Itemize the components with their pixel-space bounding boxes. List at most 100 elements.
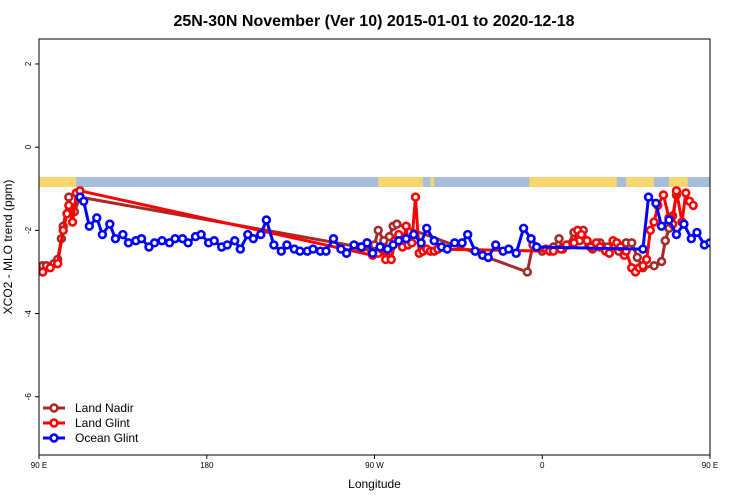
series-ocean-glint: [75, 192, 750, 263]
data-point: [386, 254, 396, 265]
land-band-segment: [430, 177, 435, 187]
data-point: [58, 225, 68, 236]
data-point: [526, 233, 536, 244]
y-axis-label: XCO2 - MLO trend (ppm): [1, 180, 15, 315]
legend-label: Ocean Glint: [75, 431, 139, 445]
data-point: [457, 238, 467, 248]
data-point: [349, 240, 359, 250]
data-point: [746, 235, 750, 242]
chart-title: 25N-30N November (Ver 10) 2015-01-01 to …: [173, 13, 574, 30]
y-tick-label: -6: [24, 393, 33, 401]
data-point: [720, 244, 727, 251]
series-layer: [39, 186, 750, 277]
y-tick-label: -4: [24, 309, 33, 317]
data-point: [656, 221, 667, 231]
data-point: [222, 240, 232, 250]
data-point: [490, 240, 501, 250]
data-point: [733, 237, 740, 244]
data-point: [638, 244, 648, 254]
data-point: [643, 192, 654, 202]
x-axis: 90 E 180 90 W 0 90 E: [31, 455, 718, 470]
data-point: [45, 263, 55, 273]
data-point: [725, 239, 732, 246]
data-point: [627, 238, 637, 248]
data-point: [39, 267, 48, 277]
data-point: [664, 215, 674, 225]
data-point: [282, 240, 292, 250]
data-point: [649, 261, 659, 271]
data-point: [692, 227, 702, 238]
data-point: [183, 238, 193, 248]
data-point: [658, 190, 669, 200]
land-band-segment: [626, 177, 655, 187]
data-point: [712, 237, 719, 244]
data-point: [401, 233, 411, 244]
legend-item: Land Nadir: [43, 401, 134, 415]
data-point: [149, 238, 160, 248]
data-point: [170, 233, 180, 244]
y-tick-label: 0: [24, 144, 33, 149]
data-point: [373, 225, 383, 236]
data-point: [416, 238, 426, 248]
data-point: [308, 244, 318, 254]
data-point: [660, 236, 670, 246]
data-point: [64, 192, 74, 202]
series-line: [41, 189, 695, 274]
y-tick-label: 2: [24, 61, 33, 66]
data-point: [97, 229, 108, 240]
data-point: [375, 242, 385, 252]
data-point: [92, 213, 102, 223]
data-point: [651, 198, 661, 209]
data-point: [136, 233, 147, 244]
land-band-segment: [39, 177, 77, 187]
data-point: [248, 233, 259, 244]
data-point: [679, 219, 689, 229]
x-tick-label: 90 W: [365, 461, 384, 470]
data-point: [118, 229, 128, 240]
y-axis: 2 0 -2 -4 -6: [24, 61, 39, 400]
data-point: [157, 236, 167, 246]
data-point: [408, 229, 419, 240]
data-point: [256, 229, 266, 240]
data-point: [235, 244, 246, 254]
data-point: [688, 200, 698, 211]
data-point: [230, 236, 240, 246]
x-tick-label: 0: [540, 461, 545, 470]
legend-swatch-point: [49, 433, 59, 443]
ocean-band: [39, 177, 710, 187]
data-point: [79, 196, 89, 206]
data-point: [321, 246, 331, 256]
data-point: [641, 254, 652, 265]
data-point: [295, 246, 305, 256]
data-point: [209, 236, 219, 246]
data-point: [421, 223, 432, 233]
data-point: [105, 219, 115, 229]
legend-swatch-point: [49, 403, 59, 413]
data-point: [671, 229, 682, 240]
x-axis-label: Longitude: [348, 477, 401, 491]
data-point: [632, 252, 643, 263]
data-point: [123, 238, 134, 248]
data-point: [569, 238, 579, 248]
data-point: [67, 217, 78, 227]
data-point: [84, 221, 95, 231]
data-point: [328, 233, 339, 244]
data-point: [392, 219, 402, 229]
data-point: [576, 229, 587, 240]
data-point: [470, 246, 480, 256]
data-point: [362, 238, 372, 248]
data-point: [604, 248, 615, 258]
data-point: [740, 242, 747, 249]
data-point: [64, 200, 74, 211]
data-point: [442, 244, 452, 254]
data-point: [531, 242, 542, 252]
data-point: [645, 225, 656, 236]
data-point: [554, 233, 564, 244]
x-tick-label: 90 E: [31, 461, 47, 470]
data-point: [671, 186, 682, 196]
data-point: [449, 238, 460, 248]
legend-label: Land Glint: [75, 416, 130, 430]
data-point: [681, 188, 691, 198]
legend-swatch-point: [49, 418, 59, 428]
